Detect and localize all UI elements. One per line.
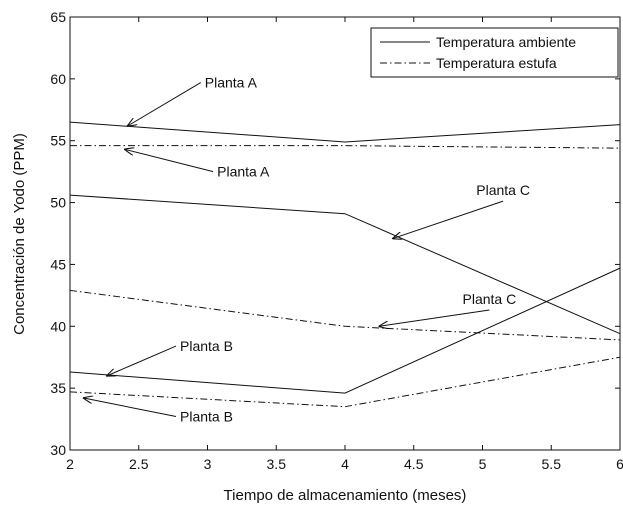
y-tick-label: 45 bbox=[50, 256, 66, 272]
series-line-c-est bbox=[69, 289, 621, 341]
series-line-a-est bbox=[70, 145, 621, 149]
x-tick-label: 5.5 bbox=[542, 456, 562, 472]
plot-area-frame bbox=[69, 16, 621, 451]
annotation-label: Planta B bbox=[180, 409, 233, 425]
series-lines bbox=[69, 121, 621, 408]
annotation-arrow bbox=[125, 149, 214, 173]
x-tick-label: 2.5 bbox=[129, 456, 149, 472]
annotation-label: Planta A bbox=[217, 164, 270, 180]
annotation-arrow bbox=[107, 345, 177, 376]
legend: Temperatura ambiente Temperatura estufa bbox=[370, 27, 619, 78]
x-tick-label: 5 bbox=[479, 456, 487, 472]
x-tick-label: 6 bbox=[616, 456, 623, 472]
x-tick-label: 3.5 bbox=[267, 456, 287, 472]
y-tick-label: 60 bbox=[50, 71, 66, 87]
annotation-label: Planta B bbox=[180, 338, 233, 354]
y-tick-label: 30 bbox=[50, 442, 66, 458]
series-line-c-amb bbox=[69, 194, 621, 335]
x-tick-label: 3 bbox=[204, 456, 212, 472]
legend-box bbox=[370, 27, 619, 78]
annotation-label: Planta A bbox=[205, 75, 258, 91]
legend-label: Temperatura estufa bbox=[436, 55, 557, 71]
axis-ticks: 2 2.5 3 3.5 4 4.5 5 5.5 6 30 35 40 45 50 55 60 65 bbox=[50, 9, 623, 472]
annotation-arrow bbox=[393, 200, 504, 238]
series-line-b-amb bbox=[69, 267, 621, 394]
series-line-b-est bbox=[69, 356, 621, 408]
legend-label: Temperatura ambiente bbox=[436, 34, 576, 50]
annotations: Planta A Planta A Planta C Planta C Planta B… bbox=[84, 75, 530, 425]
annotation-label: Planta C bbox=[476, 182, 530, 198]
y-tick-label: 65 bbox=[50, 9, 66, 25]
x-tick-label: 4 bbox=[341, 456, 349, 472]
y-tick-label: 35 bbox=[50, 380, 66, 396]
annotation-arrow bbox=[128, 82, 202, 126]
annotation-arrow bbox=[379, 309, 490, 326]
y-tick-label: 40 bbox=[50, 318, 66, 334]
y-axis-label: Concentración de Yodo (PPM) bbox=[11, 133, 28, 335]
annotation-label: Planta C bbox=[463, 291, 517, 307]
x-axis-label: Tiempo de almacenamiento (meses) bbox=[224, 487, 467, 504]
x-tick-label: 2 bbox=[66, 456, 74, 472]
series-line-a-amb bbox=[69, 121, 621, 143]
y-tick-label: 50 bbox=[50, 195, 66, 211]
annotation-arrow bbox=[84, 398, 177, 418]
x-tick-label: 4.5 bbox=[404, 456, 424, 472]
y-tick-label: 55 bbox=[50, 133, 66, 149]
